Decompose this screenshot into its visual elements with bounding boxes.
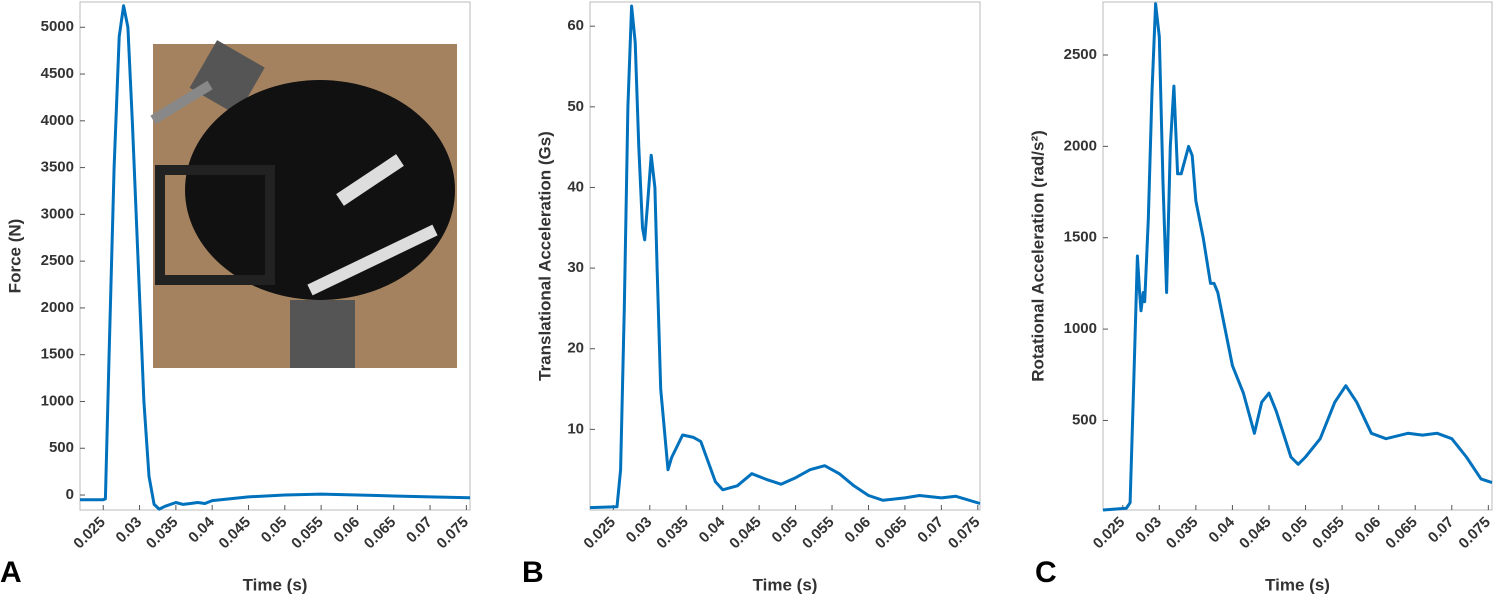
panel-label: C (1035, 556, 1057, 589)
x-axis-title: Time (s) (1265, 575, 1330, 594)
x-tick-label: 0.065 (1382, 514, 1421, 553)
y-tick-label: 4500 (41, 65, 74, 82)
x-axis-title: Time (s) (753, 575, 818, 594)
y-tick-label: 3000 (41, 205, 74, 222)
helmet-photo (150, 40, 457, 368)
plot-frame (1102, 1, 1493, 511)
x-tick-label: 0.075 (433, 514, 472, 553)
x-tick-label: 0.055 (1309, 514, 1348, 553)
y-tick-label: 1000 (1064, 320, 1097, 337)
y-tick-label: 10 (567, 420, 584, 437)
x-tick-label: 0.045 (1236, 514, 1275, 553)
x-tick-label: 0.06 (330, 514, 363, 547)
y-tick-label: 40 (567, 178, 584, 195)
panel-label: A (0, 556, 22, 589)
y-tick-label: 5000 (41, 18, 74, 35)
line-series (80, 4, 471, 511)
x-tick-label: 0.075 (1455, 514, 1494, 553)
line-series (1102, 2, 1493, 512)
x-tick-label: 0.045 (726, 514, 765, 553)
x-tick-label: 0.04 (696, 513, 729, 546)
x-tick-label: 0.03 (623, 514, 656, 547)
x-tick-label: 0.025 (70, 514, 109, 553)
x-tick-label: 0.06 (841, 514, 874, 547)
x-tick-label: 0.045 (216, 514, 255, 553)
x-tick-label: 0.04 (1205, 513, 1238, 546)
y-tick-label: 2000 (1064, 137, 1097, 154)
y-tick-label: 0 (66, 486, 74, 503)
y-tick-label: 60 (567, 17, 584, 34)
line-series (589, 4, 981, 510)
x-tick-label: 0.075 (945, 514, 984, 553)
x-tick-label: 0.03 (1132, 514, 1165, 547)
x-tick-label: 0.065 (872, 514, 911, 553)
x-tick-label: 0.03 (113, 514, 146, 547)
x-axis-title: Time (s) (243, 575, 308, 594)
panel-label: B (522, 556, 544, 589)
x-tick-label: 0.035 (653, 514, 692, 553)
y-tick-label: 1000 (41, 392, 74, 409)
y-axis-title: Translational Acceleration (Gs) (535, 131, 554, 381)
x-tick-label: 0.05 (1279, 514, 1312, 547)
y-tick-label: 1500 (1064, 229, 1097, 246)
x-tick-label: 0.065 (361, 514, 400, 553)
x-tick-label: 0.04 (185, 513, 218, 546)
y-tick-label: 2000 (41, 299, 74, 316)
y-tick-label: 3500 (41, 159, 74, 176)
y-tick-label: 500 (1072, 411, 1097, 428)
plot-frame (589, 1, 981, 511)
y-tick-label: 30 (567, 259, 584, 276)
x-tick-label: 0.055 (288, 514, 327, 553)
y-tick-label: 20 (567, 340, 584, 357)
x-tick-label: 0.025 (580, 514, 619, 553)
y-tick-label: 500 (49, 439, 74, 456)
y-tick-label: 2500 (1064, 46, 1097, 63)
y-axis-title: Rotational Acceleration (rad/s²) (1028, 130, 1047, 382)
y-tick-label: 2500 (41, 252, 74, 269)
x-tick-label: 0.055 (799, 514, 838, 553)
y-tick-label: 4000 (41, 112, 74, 129)
x-tick-label: 0.035 (1163, 514, 1202, 553)
y-axis-title: Force (N) (5, 219, 24, 294)
x-tick-label: 0.06 (1352, 514, 1385, 547)
x-tick-label: 0.05 (769, 514, 802, 547)
x-tick-label: 0.07 (403, 514, 436, 547)
y-tick-label: 1500 (41, 346, 74, 363)
y-tick-label: 50 (567, 98, 584, 115)
x-tick-label: 0.05 (258, 514, 291, 547)
x-tick-label: 0.035 (143, 514, 182, 553)
x-tick-label: 0.025 (1090, 514, 1129, 553)
plot-frame (79, 1, 471, 511)
x-tick-label: 0.07 (1425, 514, 1458, 547)
x-tick-label: 0.07 (914, 514, 947, 547)
